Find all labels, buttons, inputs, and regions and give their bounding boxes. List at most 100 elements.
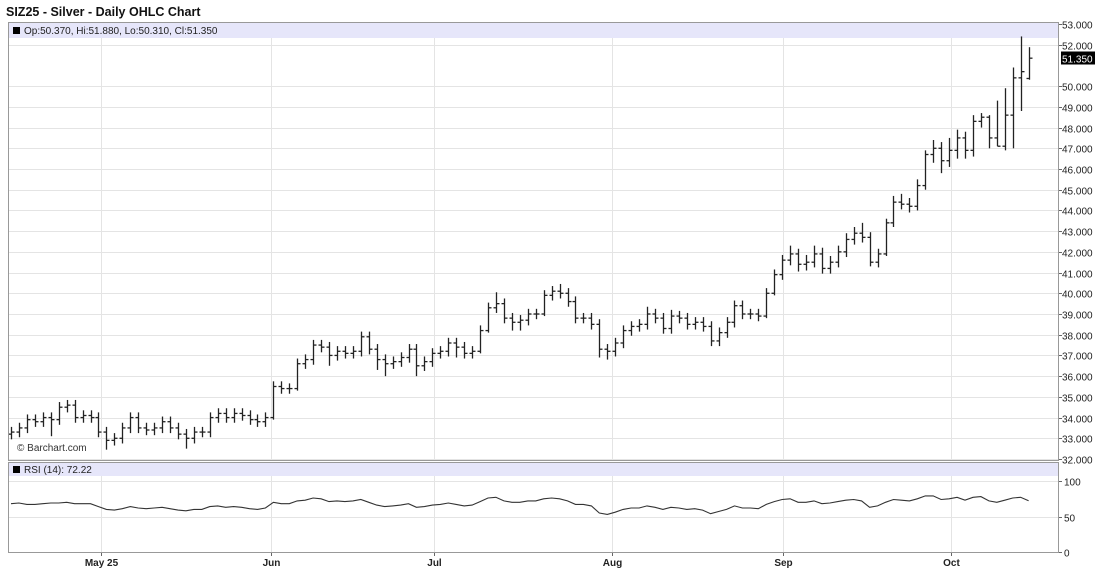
ohlc-bar [771, 269, 778, 296]
ohlc-bar [247, 410, 254, 425]
y-tick-label: 50.000 [1062, 83, 1093, 94]
ohlc-bar [24, 414, 31, 434]
ohlc-bar [294, 358, 301, 391]
x-tick-label: Jun [263, 558, 281, 569]
ohlc-bar [994, 100, 1001, 147]
ohlc-bar [262, 412, 269, 427]
last-price-tag [1061, 51, 1095, 65]
ohlc-bar [875, 248, 882, 268]
ohlc-bar [978, 113, 985, 128]
ohlc-bar [628, 321, 635, 336]
ohlc-bar [421, 356, 428, 371]
ohlc-bar [827, 256, 834, 274]
y-tick-label: 33.000 [1062, 435, 1093, 446]
ohlc-bar [652, 308, 659, 324]
ohlc-bar [930, 140, 937, 163]
y-tick-label: 48.000 [1062, 125, 1093, 136]
ohlc-bar [763, 288, 770, 319]
ohlc-bar [970, 115, 977, 157]
ohlc-bar [906, 198, 913, 213]
ohlc-bar [485, 302, 492, 333]
ohlc-bar [851, 227, 858, 245]
ohlc-bar [191, 426, 198, 444]
x-tick-label: Sep [774, 558, 792, 569]
ohlc-bar [56, 402, 63, 425]
ohlc-bar [604, 344, 611, 360]
ohlc-bar [318, 339, 325, 353]
ohlc-bar [350, 346, 357, 359]
ohlc-bar [938, 142, 945, 174]
watermark: © Barchart.com [17, 443, 87, 454]
ohlc-bar [747, 308, 754, 320]
ohlc-bar [167, 416, 174, 434]
ohlc-bar [310, 339, 317, 365]
y-tick-label: 47.000 [1062, 145, 1093, 156]
ohlc-bar [239, 408, 246, 421]
ohlc-bar [541, 290, 548, 317]
ohlc-bar [986, 115, 993, 149]
ohlc-bar [477, 325, 484, 354]
y-tick-label: 35.000 [1062, 394, 1093, 405]
ohlc-bar [366, 331, 373, 355]
ohlc-bar [199, 426, 206, 438]
rsi-legend: RSI (14): 72.22 [24, 465, 92, 476]
ohlc-bar [660, 312, 667, 334]
ohlc-bar [787, 245, 794, 266]
ohlc-bar [565, 288, 572, 307]
ohlc-bar [374, 344, 381, 370]
ohlc-bar [636, 319, 643, 332]
ohlc-bar [779, 254, 786, 280]
y-tick-label: 44.000 [1062, 207, 1093, 218]
rsi-legend-swatch [13, 466, 20, 473]
price-panel-border [8, 22, 1059, 461]
ohlc-bar [684, 312, 691, 330]
ohlc-bar [859, 222, 866, 243]
ohlc-bar [429, 348, 436, 367]
y-tick-label: 52.000 [1062, 42, 1093, 53]
ohlc-bar [493, 292, 500, 313]
x-tick-label: Jul [427, 558, 442, 569]
ohlc-bar [890, 195, 897, 227]
ohlc-bar [88, 410, 95, 423]
ohlc-bar [413, 344, 420, 377]
ohlc-bar [533, 308, 540, 320]
chart-title: SIZ25 - Silver - Daily OHLC Chart [6, 5, 201, 19]
ohlc-bar [64, 399, 71, 413]
ohlc-bar [517, 315, 524, 331]
ohlc-bar [119, 422, 126, 444]
y-tick-label: 45.000 [1062, 187, 1093, 198]
ohlc-bar [143, 422, 150, 436]
ohlc-bar [390, 356, 397, 369]
ohlc-bar [883, 218, 890, 256]
rsi-line [10, 495, 1029, 515]
ohlc-bar [620, 325, 627, 349]
ohlc-bar [501, 298, 508, 324]
ohlc-bar [1010, 67, 1017, 149]
ohlc-bar [803, 254, 810, 271]
ohlc-bar [867, 232, 874, 267]
ohlc-bar [80, 410, 87, 423]
ohlc-bar [612, 337, 619, 357]
ohlc-bar [588, 312, 595, 330]
ohlc-bar [557, 283, 564, 299]
x-tick-label: May 25 [85, 558, 119, 569]
ohlc-bar [183, 428, 190, 449]
y-tick-label: 32.000 [1062, 456, 1093, 467]
ohlc-bar [644, 306, 651, 330]
ohlc-bar [724, 317, 731, 338]
ohlc-bar [175, 422, 182, 440]
x-tick-label: Aug [603, 558, 622, 569]
y-tick-label: 53.000 [1062, 21, 1093, 32]
ohlc-bar [453, 337, 460, 358]
ohlc-bar [716, 327, 723, 347]
price-header-band [9, 23, 1058, 38]
ohlc-bar [215, 408, 222, 423]
ohlc-bar [596, 319, 603, 358]
ohlc-bar [811, 245, 818, 268]
ohlc-bar [382, 354, 389, 377]
ohlc-bar [795, 248, 802, 272]
ohlc-bar [461, 341, 468, 359]
ohlc-bar [326, 341, 333, 366]
ohlc-bar [135, 412, 142, 434]
y-tick-label: 46.000 [1062, 166, 1093, 177]
